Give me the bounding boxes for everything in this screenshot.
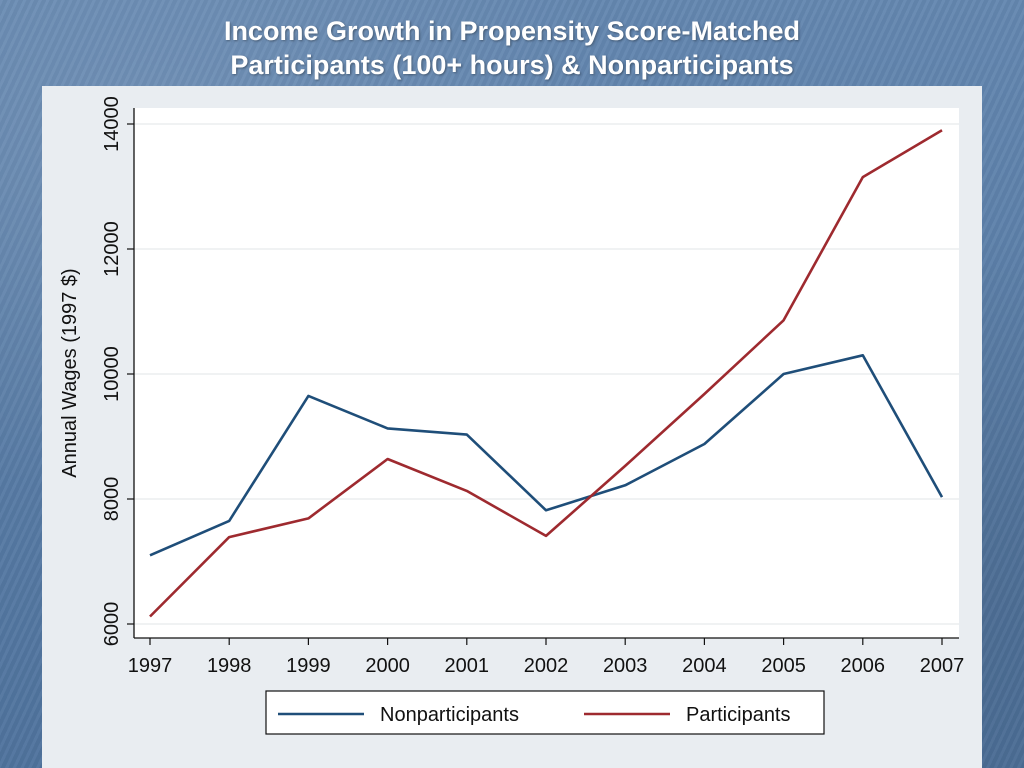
x-tick-labels: 1997 1998 1999 2000 2001 2002 2003 2004 2005 2006…: [128, 655, 965, 677]
line-chart: 6000 8000 10000 12000 14000 1997 1998 1999 2000…: [59, 96, 965, 735]
y-tick-labels: 6000 8000 10000 12000 14000: [101, 96, 123, 646]
slide-title-line-1: Income Growth in Propensity Score-Matche…: [223, 16, 801, 46]
legend-label-participants: Participants: [686, 704, 791, 726]
legend: Nonparticipants Participants: [265, 690, 825, 735]
x-tick-label: 2003: [603, 655, 648, 677]
slide-title-line-2: Participants (100+ hours) & Nonparticipa…: [230, 50, 794, 80]
y-axis-label: Annual Wages (1997 $): [59, 268, 81, 477]
axes: [127, 108, 959, 645]
x-tick-label: 2001: [445, 655, 490, 677]
x-tick-label: 2005: [761, 655, 806, 677]
x-tick-label: 2000: [365, 655, 410, 677]
x-tick-label: 2002: [524, 655, 569, 677]
series-line-nonparticipants: [149, 353, 944, 557]
x-tick-label: 2006: [841, 655, 886, 677]
x-tick-label: 2004: [682, 655, 727, 677]
series-line-participants: [149, 129, 943, 618]
x-tick-label: 1999: [286, 655, 331, 677]
legend-box: [265, 690, 825, 735]
y-tick-label: 8000: [101, 477, 123, 522]
x-tick-label: 1997: [128, 655, 173, 677]
series-lines: [149, 129, 944, 618]
y-tick-label: 6000: [101, 602, 123, 647]
grid-lines: [134, 123, 959, 625]
y-tick-label: 12000: [101, 221, 123, 277]
legend-label-nonparticipants: Nonparticipants: [380, 704, 519, 726]
y-tick-label: 14000: [101, 96, 123, 152]
slide-title: Income Growth in Propensity Score-Matche…: [0, 14, 1024, 82]
chart-panel: 6000 8000 10000 12000 14000 1997 1998 1999 2000…: [42, 86, 982, 768]
x-tick-label: 2007: [920, 655, 965, 677]
y-tick-label: 10000: [101, 346, 123, 402]
plot-area: [134, 108, 959, 638]
x-tick-label: 1998: [207, 655, 252, 677]
